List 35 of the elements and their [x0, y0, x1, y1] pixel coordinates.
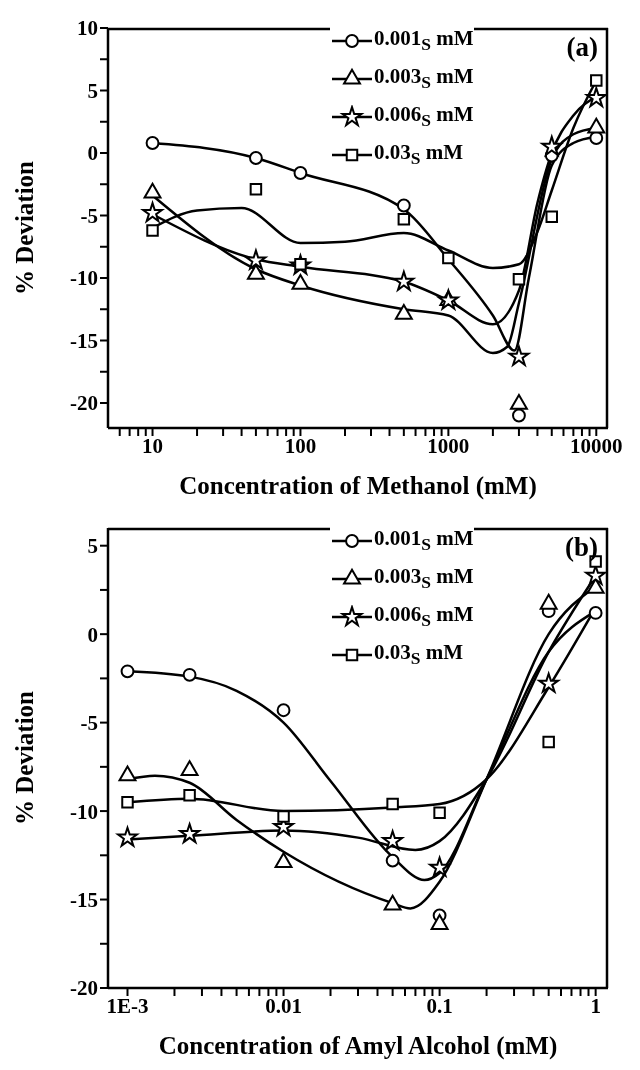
y-tick-label: -20: [70, 976, 98, 1001]
x-tick-label: 1E-3: [106, 993, 149, 1018]
y-tick-label: -5: [80, 711, 98, 736]
y-tick-label: -20: [70, 391, 98, 416]
x-tick-label: 10: [142, 433, 164, 458]
x-axis-title: Concentration of Amyl Alcohol (mM): [158, 1032, 558, 1060]
legend-label: 0.003$_{S}$ mM: [374, 64, 474, 94]
x-tick-label: 10000: [570, 433, 623, 458]
y-tick-label: 0: [87, 622, 98, 647]
x-tick-label: 0.1: [426, 993, 453, 1018]
y-tick-label: -5: [80, 203, 98, 228]
x-tick-label: 100: [284, 433, 317, 458]
y-tick-label: 0: [87, 141, 98, 166]
y-tick-label: -15: [70, 328, 98, 353]
annotation: (b): [565, 532, 598, 562]
x-tick-label: 0.01: [265, 993, 302, 1018]
x-tick-label: 1000: [427, 433, 470, 458]
legend-label: 0.03$_{S}$ mM: [374, 140, 464, 170]
x-axis-title: Concentration of Methanol (mM): [179, 472, 537, 500]
legend-label: 0.03$_{S}$ mM: [374, 640, 464, 670]
legend-label: 0.001$_{S}$ mM: [374, 526, 474, 556]
y-tick-label: -10: [70, 266, 98, 291]
annotation: (a): [566, 32, 598, 62]
y-tick-label: -10: [70, 799, 98, 824]
y-tick-label: -15: [70, 887, 98, 912]
y-tick-label: 10: [77, 16, 98, 41]
x-tick-label: 1: [590, 993, 601, 1018]
y-axis-title: % Deviation: [10, 690, 38, 826]
y-tick-label: 5: [87, 78, 98, 103]
legend-label: 0.001$_{S}$ mM: [374, 26, 474, 56]
legend-label: 0.003$_{S}$ mM: [374, 564, 474, 594]
y-axis-title: % Deviation: [10, 160, 38, 296]
legend-label: 0.006$_{S}$ mM: [374, 602, 474, 632]
legend-label: 0.006$_{S}$ mM: [374, 102, 474, 132]
y-tick-label: 5: [87, 534, 98, 559]
